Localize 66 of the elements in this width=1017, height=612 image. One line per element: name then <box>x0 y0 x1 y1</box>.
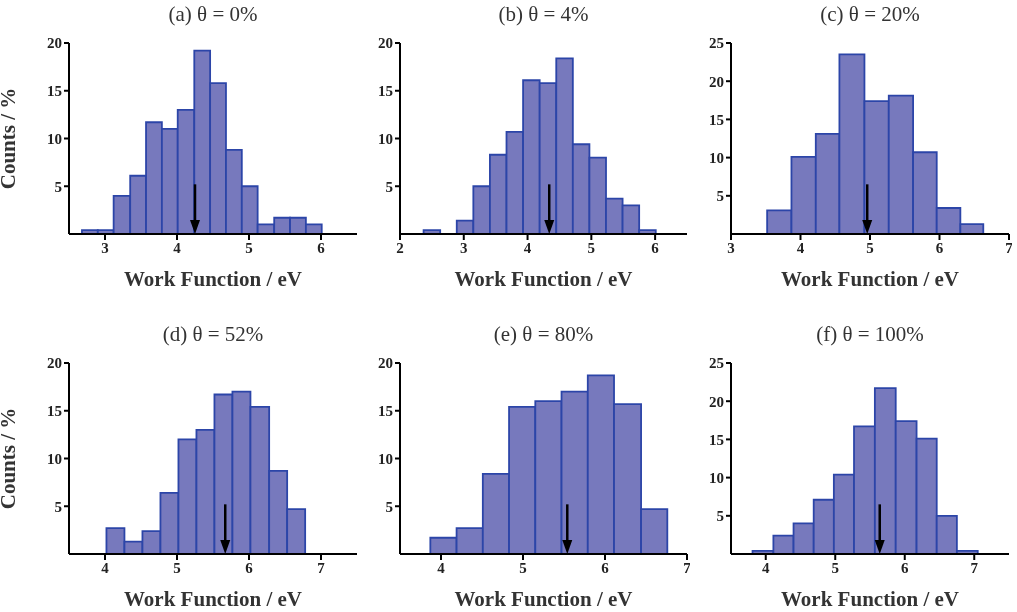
x-tick-label: 7 <box>970 559 979 576</box>
y-tick-label: 20 <box>709 393 724 410</box>
x-tick-label: 5 <box>587 239 596 256</box>
y-tick-label: 5 <box>54 498 62 515</box>
x-tick-label: 5 <box>245 239 253 256</box>
x-tick-label: 4 <box>173 239 182 256</box>
x-tick-label: 4 <box>762 559 770 576</box>
chart-title: (e) θ = 80% <box>492 322 595 347</box>
x-tick-label: 5 <box>519 559 527 576</box>
chart-title: (c) θ = 20% <box>819 2 921 27</box>
x-tick-label: 6 <box>601 559 610 576</box>
x-tick-label: 5 <box>831 559 839 576</box>
y-tick-label: 25 <box>709 355 724 372</box>
x-tick-label: 6 <box>245 559 254 576</box>
x-tick-label: 4 <box>437 559 446 576</box>
x-tick-label: 3 <box>460 239 468 256</box>
y-tick-label: 5 <box>385 498 393 515</box>
y-tick-label: 5 <box>716 508 724 525</box>
y-tick-label: 15 <box>709 431 724 448</box>
x-axis-title: Work Function / eV <box>124 267 302 291</box>
y-tick-label: 10 <box>378 450 393 467</box>
chart-title: (f) θ = 100% <box>815 322 925 347</box>
chart-title: (d) θ = 52% <box>161 322 265 347</box>
y-tick-label: 10 <box>709 469 724 486</box>
x-axis-title: Work Function / eV <box>781 267 959 291</box>
x-axis-title: Work Function / eV <box>454 587 633 611</box>
x-tick-label: 7 <box>1005 239 1014 256</box>
y-tick-label: 15 <box>47 83 62 100</box>
chart-title: (a) θ = 0% <box>167 2 259 27</box>
y-axis-title: Counts / % <box>0 87 21 190</box>
y-tick-label: 15 <box>709 111 724 128</box>
y-axis-title: Counts / % <box>0 407 21 510</box>
y-tick-label: 20 <box>47 35 62 52</box>
y-tick-label: 15 <box>47 403 62 420</box>
y-tick-label: 5 <box>385 178 393 195</box>
chart-title: (b) θ = 4% <box>497 2 590 27</box>
x-tick-label: 4 <box>796 239 805 256</box>
x-tick-label: 7 <box>683 559 692 576</box>
x-tick-label: 6 <box>901 559 909 576</box>
x-tick-label: 4 <box>101 559 110 576</box>
x-axis-title: Work Function / eV <box>781 587 959 611</box>
x-axis-title: Work Function / eV <box>454 267 633 291</box>
x-tick-label: 3 <box>727 239 735 256</box>
x-tick-label: 7 <box>317 559 326 576</box>
y-tick-label: 20 <box>378 355 393 372</box>
x-tick-label: 6 <box>317 239 326 256</box>
x-axis-title: Work Function / eV <box>124 587 302 611</box>
y-tick-label: 10 <box>47 450 62 467</box>
x-tick-label: 4 <box>523 239 532 256</box>
x-tick-label: 5 <box>173 559 181 576</box>
x-tick-label: 5 <box>866 239 874 256</box>
y-tick-label: 10 <box>47 130 62 147</box>
x-tick-label: 3 <box>101 239 109 256</box>
x-tick-label: 6 <box>935 239 944 256</box>
y-tick-label: 15 <box>378 83 393 100</box>
y-tick-label: 20 <box>378 35 393 52</box>
x-tick-label: 2 <box>396 239 404 256</box>
y-tick-label: 15 <box>378 403 393 420</box>
x-tick-label: 6 <box>651 239 660 256</box>
y-tick-label: 5 <box>716 188 724 205</box>
y-tick-label: 10 <box>378 130 393 147</box>
y-tick-label: 10 <box>709 149 724 166</box>
y-tick-label: 20 <box>47 355 62 372</box>
y-tick-label: 20 <box>709 73 724 90</box>
y-tick-label: 25 <box>709 35 724 52</box>
y-tick-label: 5 <box>54 178 62 195</box>
